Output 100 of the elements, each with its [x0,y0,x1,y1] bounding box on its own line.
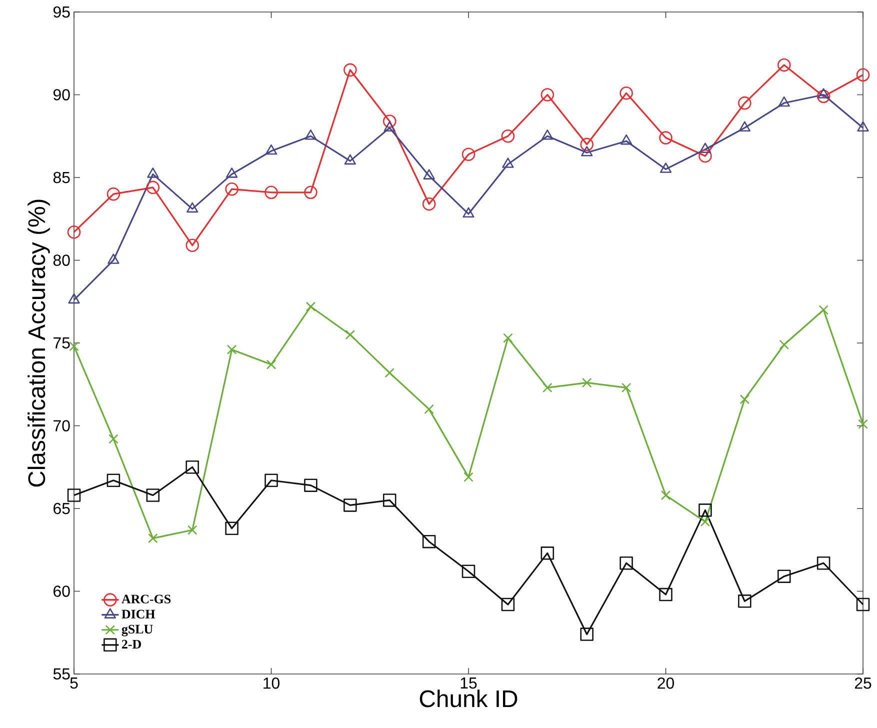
point [186,238,199,252]
point [542,129,554,140]
y-tick-label: 70 [54,420,70,432]
point [502,158,514,168]
point [660,490,671,500]
point [344,498,357,512]
legend-label: ARC-GS [122,594,171,604]
point [542,382,552,393]
point [68,293,80,304]
point [462,564,476,578]
y-tick-label: 60 [54,586,70,597]
point [226,168,238,178]
point [501,129,515,143]
point [266,360,276,370]
y-tick-label: 80 [53,254,70,266]
x-tick-label: 10 [264,678,280,689]
point [67,488,81,502]
point [106,474,120,487]
point [777,570,791,583]
point [225,522,238,535]
point [304,129,317,140]
point [779,340,789,350]
point [265,144,278,155]
point [816,556,830,570]
y-tick-label: 85 [53,172,70,184]
point [344,154,356,165]
point [384,121,396,132]
point [581,146,593,156]
point [186,202,198,213]
point [700,516,710,527]
point [462,148,476,161]
point [67,225,81,239]
point [422,197,436,211]
point [384,368,394,378]
point [698,149,712,163]
y-tick-label: 55 [53,668,70,680]
point [620,86,633,100]
point [818,305,828,315]
point [423,169,435,180]
y-axis-title: Classification Accuracy (%) [28,200,50,487]
y-tick-label: 65 [54,502,70,514]
point [147,168,159,178]
point [226,344,237,354]
legend-label: gSLU [122,624,153,636]
x-tick-label: 25 [854,678,872,689]
point [146,488,160,502]
point [738,594,752,608]
point [621,382,632,393]
point [818,88,830,98]
point [857,121,869,132]
legend-label: DICH [122,610,156,618]
point [698,504,712,517]
point [738,121,750,132]
point [540,546,554,560]
x-axis-title: Chunk ID [420,690,518,708]
point [856,598,870,612]
point [738,96,752,110]
point [580,628,594,641]
point [620,134,632,145]
point [69,341,79,352]
point [264,186,278,200]
point [146,180,160,194]
point [540,88,554,102]
point [225,182,238,196]
point [264,474,278,487]
y-tick-label: 90 [54,89,70,100]
legend-label: 2-D [122,640,141,648]
point [740,394,750,404]
x-tick-label: 20 [658,678,674,689]
point [382,114,396,128]
point [503,333,513,343]
x-tick-label: 5 [70,678,78,689]
point [777,58,791,72]
point [304,478,318,492]
point [422,534,436,548]
point [345,330,356,340]
point [582,378,592,388]
point [858,419,868,429]
point [659,588,672,602]
point [620,556,633,570]
point [462,207,474,218]
x-tick-label: 15 [460,678,477,689]
point [304,186,318,200]
point [659,131,672,144]
point [108,434,118,444]
point [856,68,870,82]
point [187,525,198,535]
point [580,138,594,152]
point [464,472,474,482]
point [424,404,434,414]
point [108,254,120,264]
point [106,187,120,201]
y-tick-label: 75 [54,337,70,349]
point [778,96,790,107]
point [186,460,199,474]
point [816,90,830,104]
point [148,533,158,544]
point [306,302,316,312]
y-tick-label: 95 [54,6,70,18]
point [382,494,396,507]
